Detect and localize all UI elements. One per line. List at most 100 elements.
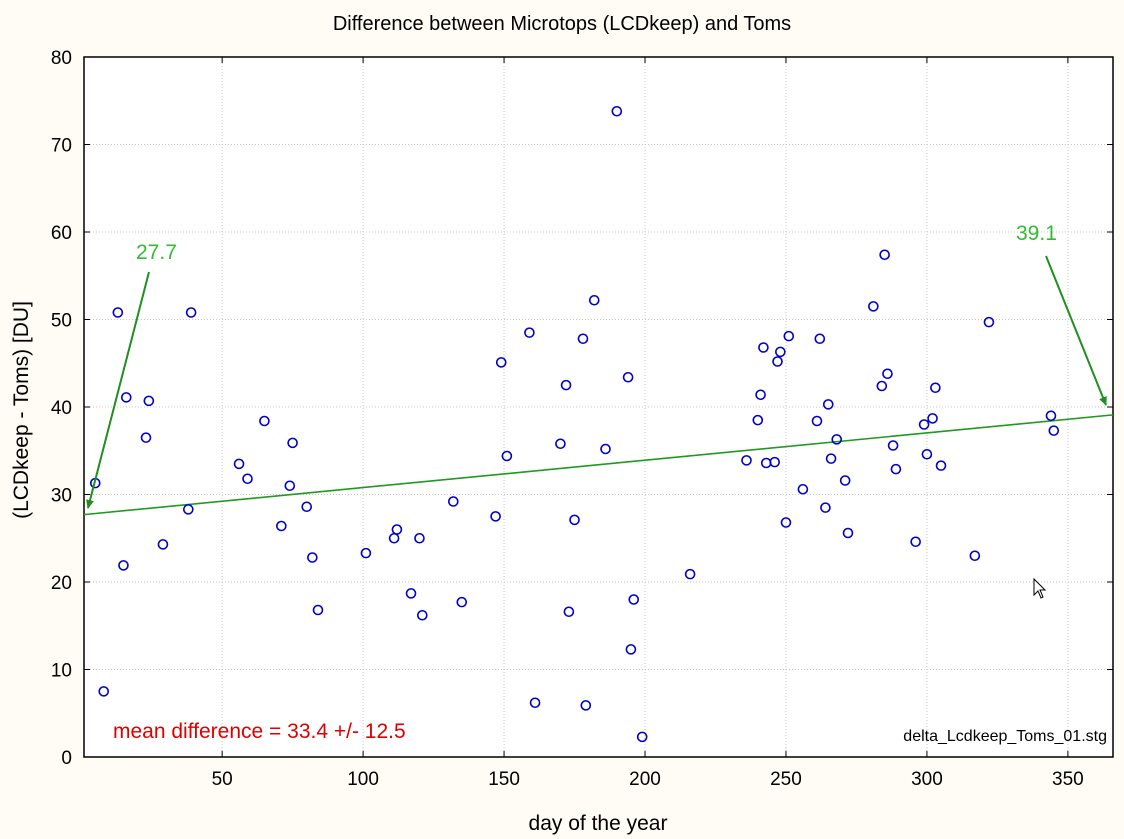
y-tick-labels: 0 10 20 30 40 50 60 70 80 (51, 48, 72, 769)
data-point (755, 389, 766, 401)
data-point (927, 413, 938, 424)
data-point (563, 606, 575, 618)
x-tick-labels: 50 100 150 200 250 300 350 (212, 769, 1084, 790)
data-point (628, 594, 640, 605)
y-tick-label: 30 (51, 486, 72, 507)
data-point (839, 475, 851, 486)
data-point (868, 301, 879, 312)
data-point (600, 443, 611, 455)
data-point (611, 105, 623, 117)
y-tick-label: 40 (51, 398, 72, 419)
data-point (301, 501, 313, 513)
data-point (935, 460, 947, 471)
data-point (284, 480, 296, 492)
data-point (825, 453, 837, 464)
data-point (797, 483, 809, 495)
data-point (876, 380, 888, 392)
x-tick-label: 100 (347, 769, 379, 790)
end-value-label: 39.1 (1016, 222, 1057, 245)
data-point (588, 294, 600, 306)
y-tick-label: 20 (51, 573, 72, 594)
start-value-label: 27.7 (136, 241, 177, 264)
data-point (560, 379, 572, 391)
data-point (490, 511, 501, 522)
data-point (501, 450, 513, 462)
x-tick-label: 150 (488, 769, 520, 790)
data-point (752, 414, 764, 426)
data-point (287, 437, 298, 449)
data-point (233, 458, 245, 470)
data-point (242, 473, 253, 485)
x-tick-label: 250 (770, 769, 802, 790)
data-point (112, 307, 124, 318)
data-point (312, 604, 324, 616)
data-point (414, 532, 425, 544)
data-point (118, 560, 129, 571)
data-point (887, 440, 899, 451)
data-point (98, 686, 110, 697)
x-tick-label: 200 (629, 769, 661, 790)
data-point (1045, 410, 1057, 422)
filename-label: delta_Lcdkeep_Toms_01.stg (903, 728, 1107, 745)
data-point (930, 382, 941, 394)
data-point (820, 502, 831, 513)
data-point (783, 330, 795, 342)
data-point (969, 550, 981, 562)
data-point (775, 346, 786, 358)
grid-lines (84, 57, 1113, 757)
data-point (684, 568, 696, 580)
data-point (577, 333, 589, 345)
data-point (555, 438, 566, 450)
y-axis-title: (LCDkeep - Toms) [DU] (10, 301, 33, 519)
x-tick-label: 300 (911, 769, 943, 790)
chart-title: Difference between Microtops (LCDkeep) a… (333, 13, 791, 35)
y-tick-label: 70 (51, 136, 72, 157)
data-point (622, 371, 634, 383)
trend-line (83, 414, 1114, 516)
data-point (495, 357, 507, 368)
x-tick-label: 350 (1052, 769, 1084, 790)
data-point (456, 596, 468, 608)
data-point (1048, 425, 1060, 436)
axis-ticks (84, 56, 1113, 758)
data-point (405, 588, 417, 599)
data-point (157, 539, 169, 550)
y-tick-label: 80 (51, 48, 72, 69)
data-point (625, 644, 637, 655)
plot-area (84, 57, 1113, 757)
data-point (529, 697, 541, 709)
data-point (448, 496, 459, 507)
data-point (831, 434, 843, 445)
data-point (307, 552, 318, 563)
y-tick-label: 60 (51, 223, 72, 244)
y-tick-label: 50 (51, 311, 72, 332)
data-point (741, 455, 752, 466)
end-arrow (1045, 255, 1107, 406)
data-points (89, 105, 1060, 743)
data-point (259, 415, 270, 427)
data-point (360, 547, 372, 559)
data-point (910, 536, 921, 548)
y-tick-label: 0 (61, 748, 72, 769)
start-arrow (86, 271, 150, 509)
data-point (772, 356, 783, 367)
data-point (921, 448, 933, 460)
data-point (569, 514, 580, 526)
data-point (391, 524, 403, 535)
data-point (769, 456, 780, 468)
data-point (882, 368, 893, 380)
data-point (276, 520, 287, 532)
x-axis-title: day of the year (529, 812, 668, 835)
data-point (417, 609, 428, 621)
y-tick-label: 10 (51, 661, 72, 682)
x-tick-label: 50 (212, 769, 233, 790)
data-point (524, 327, 535, 338)
data-point (183, 504, 194, 515)
data-point (140, 432, 152, 443)
data-point (842, 527, 854, 539)
data-point (143, 395, 155, 407)
data-point (890, 463, 902, 475)
data-point (822, 399, 834, 410)
data-point (120, 392, 132, 403)
